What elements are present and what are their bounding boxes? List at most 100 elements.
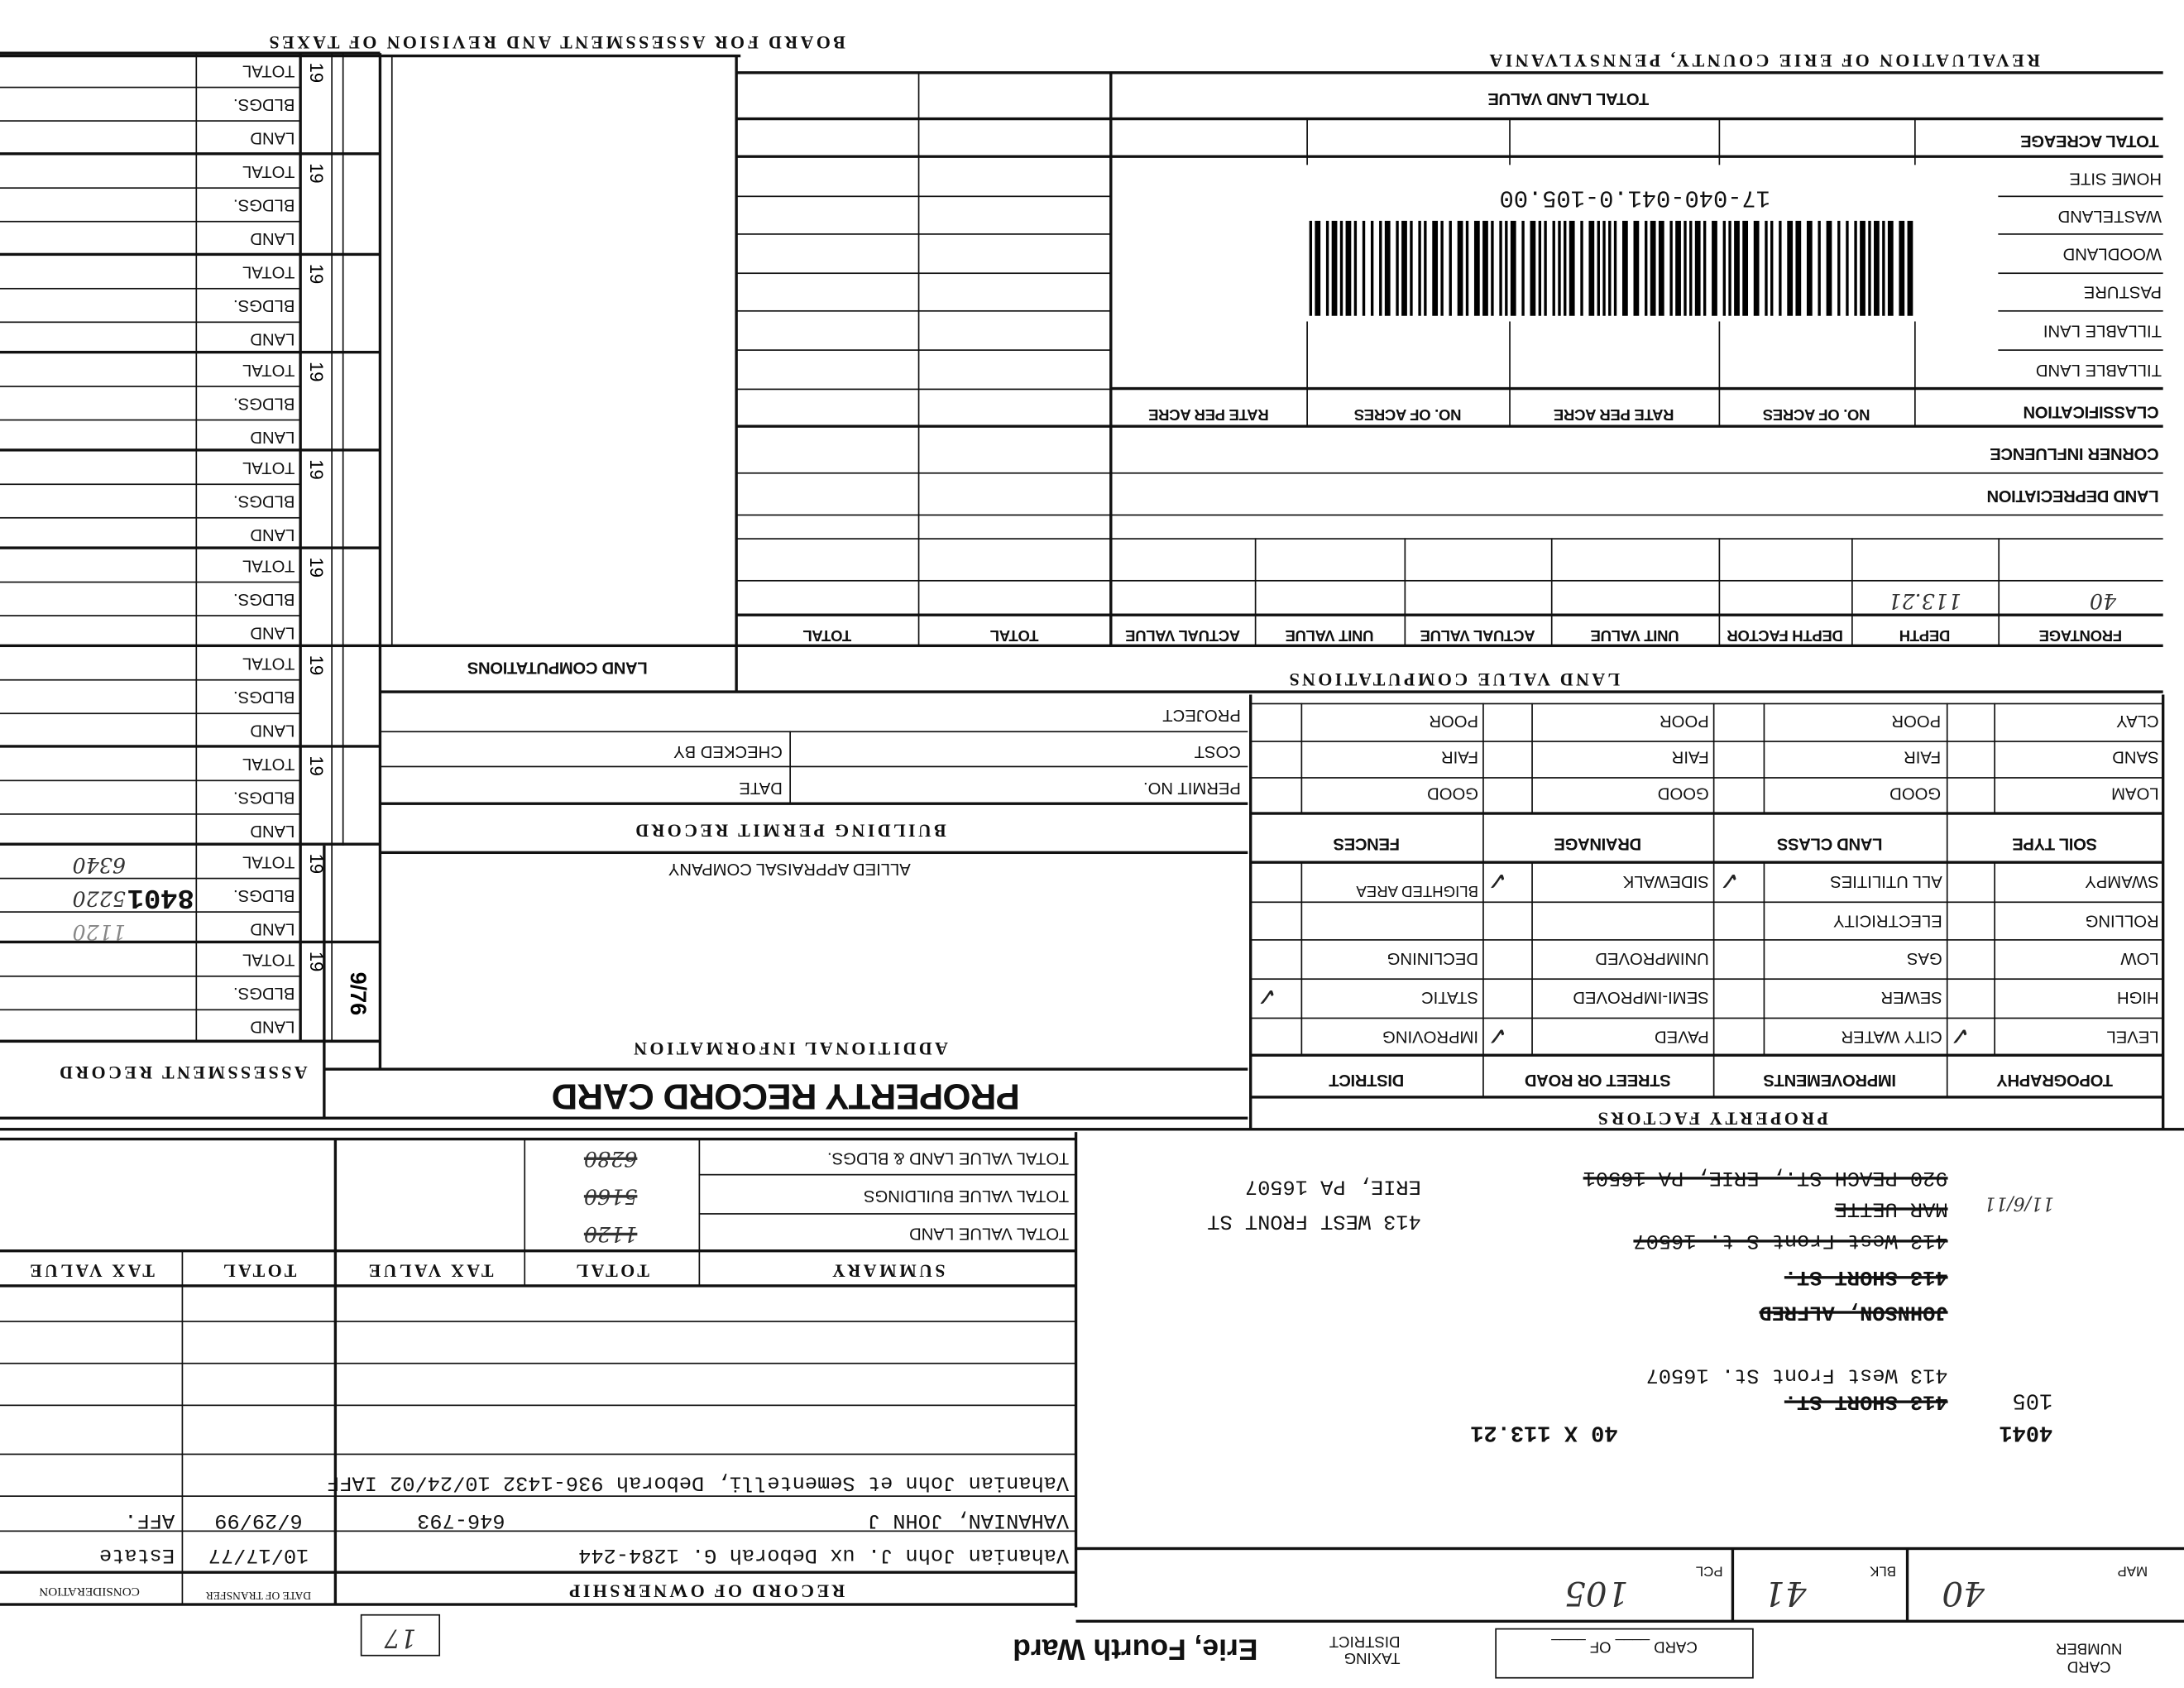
horizontal-rule	[736, 472, 2163, 473]
permit-project-label: PROJECT	[1162, 705, 1241, 726]
horizontal-rule	[736, 513, 2163, 516]
barcode-bar	[1309, 220, 1313, 316]
header-rate-per-acre-2: RATE PER ACRE	[1148, 405, 1269, 423]
vertical-rule	[1762, 862, 1765, 1056]
grade-fair: FAIR	[1440, 747, 1479, 768]
barcode-bar	[1396, 220, 1399, 316]
horizontal-rule	[0, 1361, 1076, 1364]
factor-sewer: SEWER	[1880, 988, 1942, 1008]
assessment-year-prefix: 19	[305, 557, 328, 578]
horizontal-rule	[698, 1172, 1076, 1175]
barcode-bar	[1552, 220, 1555, 316]
horizontal-rule	[0, 186, 301, 189]
horizontal-rule	[0, 975, 301, 976]
summary-value-land-bldgs: 6280	[583, 1146, 638, 1172]
summary-row-land: TOTAL VALUE LAND	[909, 1224, 1070, 1244]
horizontal-rule	[1075, 1620, 2184, 1623]
barcode-bar	[1795, 220, 1802, 316]
grade-poor: POOR	[1429, 711, 1479, 731]
label-tillable-land-1: TILLABLE LANI	[2043, 321, 2162, 342]
vertical-rule	[2162, 694, 2164, 1129]
horizontal-rule	[1998, 348, 2163, 351]
barcode-bar	[1645, 220, 1648, 316]
pcl-value: 105	[1564, 1573, 1629, 1614]
grade-good: GOOD	[1657, 784, 1709, 804]
grade-good: GOOD	[1427, 784, 1479, 804]
barcode-bar	[1362, 220, 1366, 316]
vertical-rule	[390, 55, 392, 646]
barcode-bar	[1544, 220, 1547, 316]
barcode-bar	[1675, 220, 1681, 316]
vertical-rule	[330, 53, 333, 1042]
soil-clay: CLAY	[2116, 711, 2159, 731]
assessment-year-prefix: 19	[305, 62, 328, 84]
assessment-total-value: 6340	[72, 852, 127, 878]
vertical-rule	[1550, 538, 1552, 646]
vertical-rule	[1403, 538, 1406, 646]
horizontal-rule	[1998, 271, 2163, 274]
horizontal-rule	[0, 85, 301, 88]
horizontal-rule	[0, 320, 301, 323]
horizontal-rule	[736, 644, 2163, 648]
barcode-bar	[1538, 220, 1542, 316]
summary-row-land-bldgs: TOTAL VALUE LAND & BLDGS.	[827, 1149, 1070, 1169]
label-home-site: HOME SITE	[2069, 169, 2162, 189]
assessment-year-prefix: 19	[305, 655, 328, 676]
label-total-acreage: TOTAL ACREAGE	[2020, 131, 2159, 151]
label-woodland: WOODLAND	[2062, 244, 2162, 265]
land-value-computations-label: LAND VALUE COMPUTATIONS	[1286, 669, 1621, 691]
assessment-land-value: 1120	[72, 919, 127, 945]
owner-2-date: 6/29/99	[214, 1508, 303, 1532]
horizontal-rule	[0, 712, 301, 714]
barcode-bar	[1837, 220, 1841, 316]
barcode-bar	[1779, 220, 1782, 316]
vertical-rule	[334, 1139, 337, 1605]
horizontal-rule	[0, 418, 301, 420]
header-actual-value-2: ACTUAL VALUE	[1125, 626, 1241, 643]
factor-level: LEVEL	[2106, 1027, 2159, 1048]
assessment-land-label: LAND	[250, 427, 295, 448]
assessment-total-label: TOTAL	[242, 61, 295, 81]
struck-owner-name: JOHNSON, ALFRED	[1759, 1299, 1948, 1324]
horizontal-rule	[0, 1571, 1076, 1574]
barcode-bar	[1331, 220, 1338, 316]
barcode-bar	[1564, 220, 1567, 316]
horizontal-rule	[380, 765, 1248, 767]
horizontal-rule	[736, 71, 2163, 74]
grade-fair: FAIR	[1671, 747, 1709, 768]
soil-sand: SAND	[2112, 747, 2159, 768]
vertical-rule	[341, 53, 343, 846]
struck-property-address: 413 SHORT ST.	[1784, 1388, 1948, 1413]
barcode-bar	[1734, 220, 1740, 316]
assessment-bldgs-label: BLDGS.	[233, 94, 295, 115]
horizontal-rule	[380, 802, 1248, 805]
checkmark-icon: ✓	[1949, 1020, 1971, 1050]
assessment-total-label: TOTAL	[242, 654, 295, 674]
assessment-bldgs-label: BLDGS.	[233, 195, 295, 216]
horizontal-rule	[0, 385, 301, 387]
horizontal-rule	[1250, 1016, 2163, 1019]
barcode-bar	[1597, 220, 1600, 316]
ownership-title: RECORD OF OWNERSHIP	[566, 1580, 845, 1602]
struck-address-3: 413 West Front S t. 16507	[1633, 1228, 1948, 1253]
vertical-rule	[1109, 72, 1113, 646]
horizontal-rule	[1998, 233, 2163, 234]
horizontal-rule	[736, 117, 2163, 121]
barcode-bar	[1860, 220, 1866, 316]
assessment-total-label: TOTAL	[242, 556, 295, 576]
horizontal-rule	[1250, 861, 2163, 864]
mailing-address-line2: ERIE, PA 16507	[1244, 1173, 1421, 1198]
checkmark-icon: ✓	[1487, 865, 1508, 894]
horizontal-rule	[1250, 977, 2163, 980]
factor-improving: IMPROVING	[1382, 1027, 1479, 1048]
horizontal-rule	[1250, 938, 2163, 940]
label-land-depreciation: LAND DEPRECIATION	[1986, 486, 2159, 506]
horizontal-rule	[0, 940, 381, 944]
vertical-rule	[1993, 862, 1995, 1056]
assessment-bldgs-value: 5220	[72, 885, 127, 912]
barcode-bar	[1432, 220, 1439, 316]
horizontal-rule	[0, 580, 301, 583]
barcode-bar	[1353, 220, 1358, 316]
assessment-bldgs-label: BLDGS.	[233, 394, 295, 414]
header-frontage: FRONTAGE	[2038, 626, 2123, 643]
